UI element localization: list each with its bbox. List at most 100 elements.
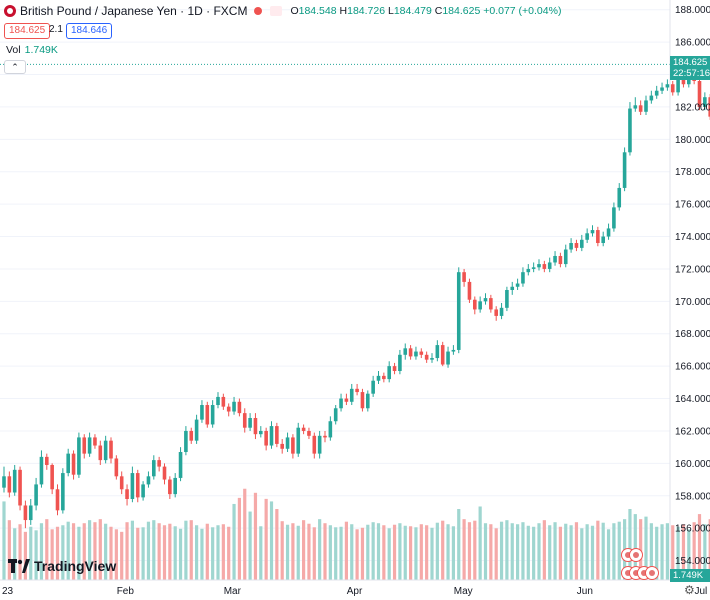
candle-body bbox=[494, 309, 498, 316]
sell-button[interactable]: 184.625 bbox=[4, 23, 51, 39]
eye-icon[interactable] bbox=[270, 6, 283, 16]
candle bbox=[563, 244, 568, 268]
candle-body bbox=[424, 354, 429, 360]
candle-body bbox=[612, 207, 616, 229]
candle-body bbox=[301, 427, 306, 431]
volume-bar bbox=[601, 522, 605, 580]
volume-bar bbox=[521, 522, 525, 580]
candle-body bbox=[61, 473, 65, 511]
candle bbox=[424, 351, 429, 363]
candle bbox=[580, 234, 584, 252]
volume-bar bbox=[537, 523, 541, 580]
volume-bar bbox=[548, 525, 552, 580]
candle bbox=[473, 296, 477, 315]
price-tick-label: 158.000 bbox=[675, 491, 710, 502]
volume-bar bbox=[660, 524, 664, 580]
candle-body bbox=[242, 413, 247, 428]
candle bbox=[205, 401, 210, 428]
price-tick-label: 178.000 bbox=[675, 167, 710, 178]
volume-legend: Vol 1.749K bbox=[6, 44, 58, 56]
tradingview-logo[interactable]: TradingView bbox=[8, 558, 116, 574]
candle-body bbox=[462, 272, 466, 282]
volume-bar bbox=[104, 523, 108, 580]
volume-bar bbox=[403, 525, 407, 580]
candle-body bbox=[563, 249, 568, 265]
candle bbox=[574, 239, 579, 252]
candle-body bbox=[237, 401, 242, 414]
candle-body bbox=[382, 375, 386, 380]
candle bbox=[264, 427, 268, 451]
candle bbox=[435, 340, 440, 362]
volume-bar bbox=[697, 514, 702, 580]
candle-body bbox=[87, 437, 92, 454]
ohlc-values: O184.548 H184.726 L184.479 C184.625 +0.0… bbox=[290, 5, 561, 17]
candle bbox=[23, 500, 28, 529]
volume-bar bbox=[392, 524, 397, 580]
volume-bar bbox=[574, 522, 579, 580]
current-price-tag: 184.625 22:57:16 bbox=[670, 56, 710, 80]
candle-body bbox=[526, 268, 531, 273]
volume-bar bbox=[457, 509, 461, 580]
volume-bar bbox=[526, 525, 530, 580]
volume-bar bbox=[628, 509, 632, 580]
candle bbox=[237, 398, 242, 417]
market-status-icon[interactable] bbox=[254, 7, 263, 15]
volume-bar bbox=[430, 527, 434, 580]
candle bbox=[462, 268, 466, 287]
time-axis[interactable]: 23FebMarAprMayJunJulAug21 bbox=[2, 586, 710, 597]
tradingview-logo-icon bbox=[8, 559, 30, 573]
candle bbox=[622, 147, 627, 192]
time-tick-label: Jun bbox=[577, 586, 593, 597]
volume-bar bbox=[157, 523, 161, 580]
volume-value: 1.749K bbox=[24, 44, 58, 56]
economic-event-icon[interactable] bbox=[629, 548, 643, 562]
candle bbox=[515, 278, 520, 290]
price-axis[interactable]: 188.000186.000184.000182.000180.000178.0… bbox=[675, 5, 710, 567]
volume-bar bbox=[366, 524, 370, 580]
candle-body bbox=[601, 236, 605, 244]
candle-body bbox=[259, 430, 263, 435]
volume-bar bbox=[494, 528, 498, 580]
candle bbox=[210, 400, 215, 428]
volume-bar bbox=[7, 520, 11, 580]
candle-body bbox=[221, 396, 226, 407]
candle-body bbox=[408, 348, 413, 357]
volume-bar bbox=[339, 526, 343, 580]
candle-body bbox=[275, 426, 279, 444]
gear-icon[interactable]: ⚙ bbox=[684, 583, 695, 597]
price-tick-label: 186.000 bbox=[675, 38, 710, 49]
candle-body bbox=[574, 243, 579, 248]
candle-body bbox=[2, 476, 6, 488]
candle bbox=[232, 396, 236, 415]
volume-bar bbox=[291, 523, 295, 580]
candle bbox=[349, 383, 354, 406]
volume-bar bbox=[558, 526, 562, 580]
candle bbox=[510, 281, 515, 295]
candle-body bbox=[135, 473, 140, 498]
economic-event-icon[interactable] bbox=[645, 566, 659, 580]
time-tick-label: May bbox=[454, 586, 473, 597]
candle bbox=[703, 92, 707, 111]
candle bbox=[50, 463, 54, 495]
collapse-legend-button[interactable]: ⌃ bbox=[4, 60, 26, 74]
change-value: +0.077 (+0.04%) bbox=[483, 5, 562, 17]
candle-body bbox=[435, 345, 440, 359]
candle bbox=[157, 456, 161, 472]
candle bbox=[403, 343, 408, 360]
candle-body bbox=[7, 476, 12, 493]
price-tick-label: 160.000 bbox=[675, 459, 710, 470]
volume-bar bbox=[77, 526, 81, 580]
candle-body bbox=[34, 484, 38, 506]
buy-button[interactable]: 184.646 bbox=[66, 23, 113, 39]
candle-body bbox=[12, 469, 17, 493]
candle-body bbox=[649, 95, 654, 101]
candle-body bbox=[580, 239, 584, 248]
candle bbox=[130, 466, 135, 503]
candle-body bbox=[708, 97, 710, 117]
volume-bar bbox=[569, 525, 573, 580]
candle bbox=[135, 469, 140, 503]
candle bbox=[168, 476, 172, 499]
symbol-title[interactable]: British Pound / Japanese Yen · 1D · FXCM bbox=[20, 4, 248, 18]
volume-bar bbox=[387, 528, 391, 580]
